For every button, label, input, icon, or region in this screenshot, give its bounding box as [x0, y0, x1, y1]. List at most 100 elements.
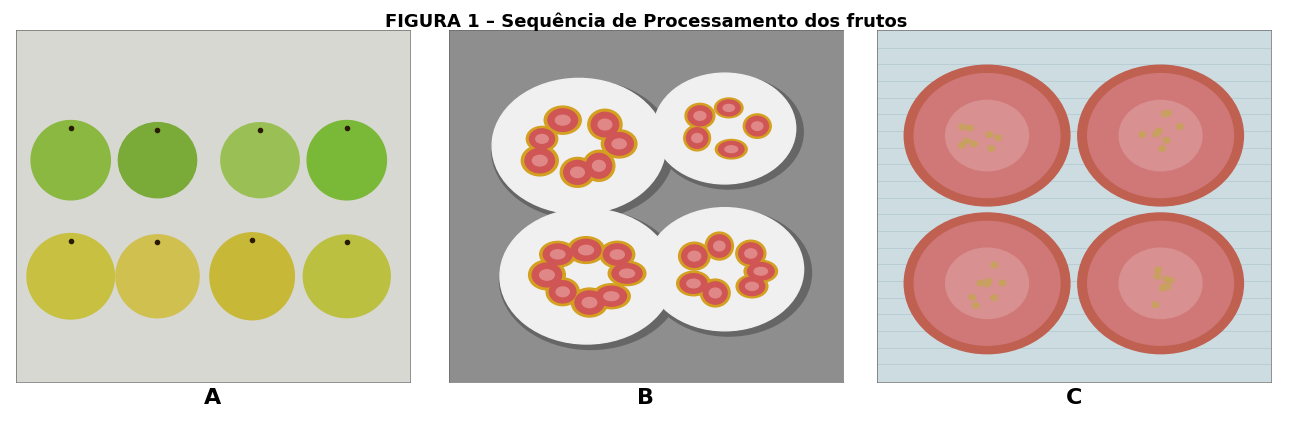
Ellipse shape — [1168, 278, 1174, 283]
Ellipse shape — [738, 243, 763, 264]
Ellipse shape — [533, 155, 547, 166]
Ellipse shape — [745, 249, 756, 258]
Ellipse shape — [904, 213, 1069, 353]
Ellipse shape — [914, 221, 1060, 345]
Ellipse shape — [988, 146, 994, 151]
Ellipse shape — [914, 74, 1060, 197]
Ellipse shape — [1162, 276, 1170, 282]
Ellipse shape — [1155, 273, 1161, 279]
Ellipse shape — [985, 278, 992, 284]
Ellipse shape — [1152, 302, 1159, 308]
Ellipse shape — [754, 267, 768, 275]
Ellipse shape — [994, 135, 1002, 141]
Ellipse shape — [692, 133, 702, 142]
Ellipse shape — [688, 251, 701, 261]
Ellipse shape — [654, 75, 803, 189]
Ellipse shape — [945, 248, 1028, 318]
Ellipse shape — [714, 241, 725, 251]
Text: C: C — [1065, 387, 1082, 408]
Ellipse shape — [612, 139, 626, 149]
Ellipse shape — [308, 121, 387, 200]
Ellipse shape — [612, 264, 643, 283]
Ellipse shape — [694, 112, 706, 120]
Ellipse shape — [604, 244, 631, 265]
Ellipse shape — [610, 250, 625, 259]
Ellipse shape — [582, 297, 597, 308]
Text: FIGURA 1 – Sequência de Processamento dos frutos: FIGURA 1 – Sequência de Processamento do… — [385, 13, 908, 31]
Ellipse shape — [715, 139, 747, 159]
Ellipse shape — [551, 250, 565, 259]
Ellipse shape — [1087, 221, 1234, 345]
Ellipse shape — [579, 245, 593, 255]
Ellipse shape — [685, 103, 715, 128]
Ellipse shape — [572, 239, 601, 261]
Ellipse shape — [568, 237, 605, 263]
Ellipse shape — [709, 235, 731, 257]
Ellipse shape — [608, 261, 646, 286]
Ellipse shape — [586, 154, 612, 178]
Ellipse shape — [304, 235, 390, 317]
Ellipse shape — [746, 282, 758, 290]
Ellipse shape — [1120, 248, 1202, 318]
Ellipse shape — [703, 282, 727, 304]
Ellipse shape — [529, 260, 565, 290]
Ellipse shape — [1164, 138, 1170, 143]
Ellipse shape — [679, 242, 710, 270]
Ellipse shape — [619, 269, 635, 278]
Ellipse shape — [745, 260, 777, 282]
Ellipse shape — [600, 241, 635, 268]
Ellipse shape — [560, 157, 595, 187]
Ellipse shape — [904, 65, 1069, 206]
Ellipse shape — [959, 124, 966, 130]
Ellipse shape — [990, 295, 997, 300]
Ellipse shape — [1165, 110, 1171, 116]
Ellipse shape — [591, 112, 618, 137]
Ellipse shape — [499, 210, 681, 350]
Ellipse shape — [550, 281, 575, 303]
Ellipse shape — [1120, 100, 1202, 171]
Ellipse shape — [493, 79, 666, 214]
Ellipse shape — [599, 119, 612, 130]
Ellipse shape — [999, 280, 1006, 286]
Ellipse shape — [605, 133, 634, 155]
Ellipse shape — [119, 123, 197, 198]
Ellipse shape — [564, 160, 591, 184]
Ellipse shape — [221, 123, 299, 198]
Ellipse shape — [687, 128, 707, 148]
Ellipse shape — [725, 146, 737, 153]
Ellipse shape — [1162, 111, 1169, 117]
Ellipse shape — [1160, 285, 1166, 291]
Ellipse shape — [687, 279, 701, 288]
Ellipse shape — [1156, 128, 1162, 134]
Ellipse shape — [1160, 284, 1168, 290]
Ellipse shape — [718, 100, 740, 116]
Ellipse shape — [533, 263, 561, 287]
Ellipse shape — [604, 292, 619, 301]
Ellipse shape — [701, 279, 731, 307]
Ellipse shape — [736, 275, 768, 298]
Ellipse shape — [543, 244, 573, 265]
Ellipse shape — [31, 121, 110, 200]
Ellipse shape — [525, 148, 555, 173]
Ellipse shape — [544, 106, 582, 134]
Ellipse shape — [27, 233, 115, 319]
Ellipse shape — [116, 235, 199, 318]
Ellipse shape — [1078, 213, 1244, 353]
Ellipse shape — [601, 130, 637, 158]
Ellipse shape — [575, 291, 604, 314]
Ellipse shape — [710, 288, 721, 298]
Ellipse shape — [583, 150, 614, 181]
Ellipse shape — [592, 284, 630, 309]
Ellipse shape — [646, 208, 803, 331]
Ellipse shape — [681, 245, 707, 267]
Ellipse shape — [1139, 132, 1146, 137]
Ellipse shape — [654, 73, 795, 184]
Ellipse shape — [500, 208, 674, 344]
Ellipse shape — [987, 132, 993, 137]
Ellipse shape — [529, 129, 555, 149]
Ellipse shape — [736, 240, 765, 267]
Ellipse shape — [1155, 267, 1161, 273]
Ellipse shape — [1087, 74, 1234, 197]
Ellipse shape — [746, 116, 768, 136]
Ellipse shape — [1153, 131, 1160, 137]
